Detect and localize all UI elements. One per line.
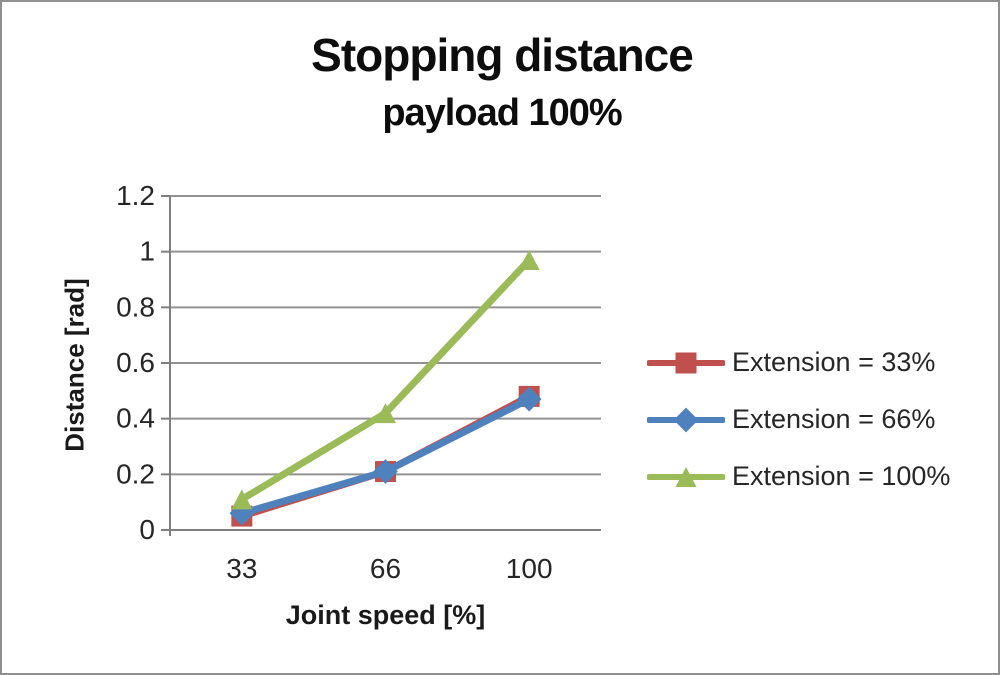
y-tick-label: 0	[139, 514, 155, 545]
x-tick-labels: 33 66 100	[226, 553, 552, 584]
legend-label: Extension = 100%	[732, 461, 951, 491]
y-tick-label: 1.2	[116, 180, 155, 211]
x-tick-label: 100	[506, 553, 553, 584]
legend-key-square-icon	[647, 352, 725, 373]
marker-diamond	[673, 407, 699, 432]
series-extension-100	[231, 250, 540, 510]
legend-key-triangle-icon	[647, 466, 725, 487]
chart-subtitle: payload 100%	[382, 92, 622, 134]
marker-triangle	[375, 403, 396, 424]
y-tick-label: 0.6	[116, 347, 155, 378]
chart-title: Stopping distance	[311, 29, 694, 81]
marker-diamond	[373, 459, 398, 484]
legend-item-extension-66: Extension = 66%	[647, 391, 950, 448]
legend-item-extension-100: Extension = 100%	[647, 448, 950, 505]
marker-triangle	[518, 250, 540, 270]
y-tick-label: 0.2	[116, 458, 155, 489]
legend: Extension = 33% Extension = 66% Extension …	[647, 334, 950, 505]
marker-diamond	[516, 386, 542, 412]
series-extension-66	[229, 386, 542, 526]
y-tick-marks	[161, 195, 170, 531]
marker-triangle	[231, 489, 253, 510]
legend-item-extension-33: Extension = 33%	[647, 334, 950, 391]
x-axis-title: Joint speed [%]	[285, 600, 486, 630]
legend-key-diamond-icon	[647, 407, 725, 432]
x-tick-label: 66	[370, 553, 401, 584]
x-tick-label: 33	[226, 553, 257, 584]
y-axis-title: Distance [rad]	[59, 278, 90, 452]
y-tick-label: 0.8	[116, 291, 155, 322]
y-tick-label: 0.4	[116, 403, 155, 434]
legend-label: Extension = 33%	[732, 347, 936, 377]
marker-triangle	[675, 466, 697, 487]
marker-square	[675, 352, 697, 373]
y-tick-label: 1	[139, 236, 155, 267]
y-tick-labels: 0 0.2 0.4 0.6 0.8 1 1.2	[116, 180, 155, 545]
legend-label: Extension = 66%	[732, 404, 936, 434]
